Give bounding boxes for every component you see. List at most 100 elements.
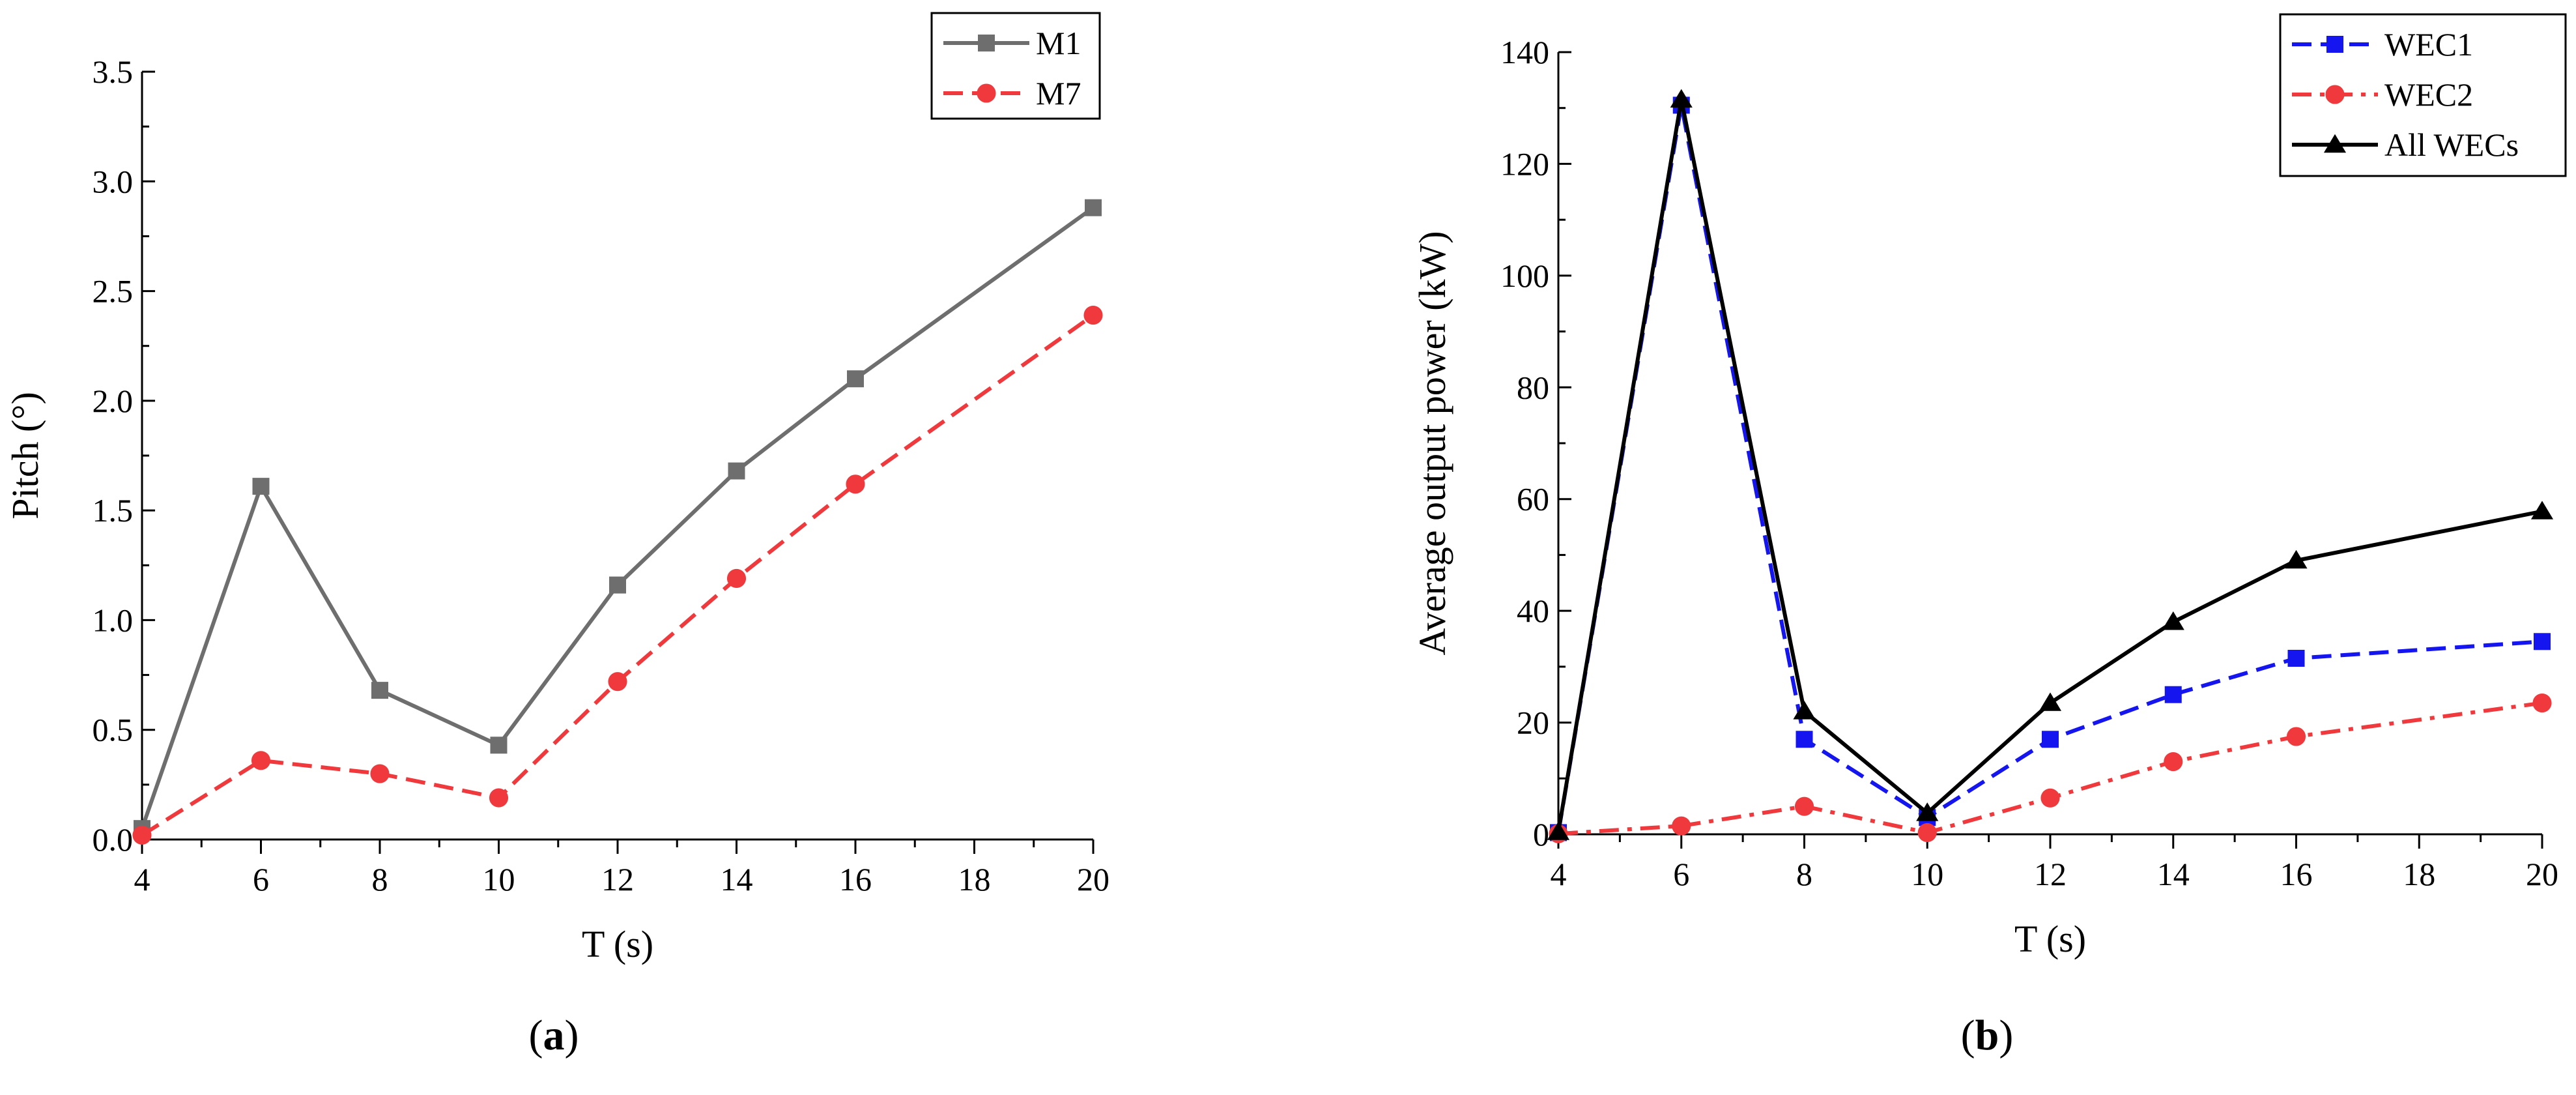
data-point: [2285, 549, 2308, 569]
data-point: [252, 478, 270, 495]
x-tick-label: 4: [1551, 856, 1567, 892]
chart-panel-a: 4 6 8 10 12 14 16 18 20 0.0 0.5 1.0 1.5 2.0 2.5 3.0 3.5 T…: [4, 12, 1109, 1059]
panel-label-open: (: [529, 1012, 543, 1059]
data-point: [1547, 821, 1570, 840]
data-point: [609, 576, 626, 594]
series-line: [141, 314, 1095, 837]
data-point: [726, 568, 747, 589]
data-point: [371, 682, 388, 699]
data-point: [728, 462, 745, 480]
data-point: [2040, 788, 2060, 808]
x-tick-label: 8: [1796, 856, 1812, 892]
x-tick-label: 10: [483, 861, 515, 898]
x-tick-label: 8: [372, 861, 388, 898]
panel-label: (a): [529, 1012, 579, 1059]
y-tick-label: 100: [1500, 257, 1549, 294]
y-tick-label: 20: [1517, 705, 1549, 741]
y-tick-label: 120: [1500, 145, 1549, 182]
data-point: [2164, 686, 2182, 703]
data-point: [251, 751, 271, 770]
x-tick-label: 10: [1911, 856, 1943, 892]
legend: WEC1 WEC2 All WECs: [2279, 13, 2567, 177]
data-point: [2286, 727, 2306, 746]
data-point: [490, 737, 508, 754]
series-line: [1556, 97, 2543, 833]
data-point: [1794, 796, 1814, 816]
y-tick-label: 140: [1500, 34, 1549, 70]
data-point: [2039, 692, 2062, 711]
y-axis-label: Average output power (kW): [1411, 231, 1453, 655]
x-tick-label: 12: [2034, 856, 2067, 892]
series-m7: [132, 306, 1103, 845]
y-tick-label: 0.0: [93, 821, 134, 858]
data-point: [1793, 701, 1816, 720]
data-point: [1085, 199, 1102, 216]
legend-marker: [977, 83, 996, 103]
series-line: [140, 206, 1095, 830]
x-tick-label: 6: [1673, 856, 1689, 892]
data-point: [2530, 501, 2554, 519]
data-point: [2164, 752, 2183, 772]
y-tick-label: 3.0: [93, 163, 134, 199]
panel-label-letter: a: [543, 1012, 565, 1059]
x-tick-label: 16: [839, 861, 872, 898]
data-point: [608, 672, 627, 692]
legend-marker: [2326, 36, 2343, 53]
y-tick-label: 0.5: [93, 712, 134, 748]
legend-box: [930, 12, 1101, 120]
data-point: [847, 370, 864, 388]
panel-label-open: (: [1961, 1012, 1975, 1059]
x-tick-label: 14: [2157, 856, 2190, 892]
x-tick-label: 18: [958, 861, 991, 898]
data-point: [370, 764, 390, 783]
y-tick-label: 40: [1517, 592, 1549, 629]
legend-label: All WECs: [2384, 126, 2519, 163]
y-tick-label: 60: [1517, 481, 1549, 518]
legend-marker: [2323, 134, 2347, 153]
y-tick-label: 1.5: [93, 492, 134, 529]
legend-label: M1: [1036, 25, 1081, 61]
data-point: [1796, 731, 1813, 748]
x-axis-label: T (s): [582, 923, 653, 965]
panel-label-close: ): [565, 1012, 579, 1059]
data-point: [1672, 816, 1691, 836]
y-axis-label: Pitch (°): [4, 392, 46, 519]
data-point: [132, 825, 152, 845]
y-tick-label: 0: [1533, 816, 1549, 853]
x-tick-label: 18: [2403, 856, 2435, 892]
data-point: [1670, 89, 1693, 108]
x-tick-label: 14: [721, 861, 753, 898]
data-point: [2162, 611, 2184, 630]
chart-panel-b: 4 6 8 10 12 14 16 18 20 0 20 40 60 80 100 120 140 T (s) Av…: [1411, 13, 2567, 1059]
data-point: [1916, 802, 1939, 821]
y-tick-label: 2.5: [93, 273, 134, 310]
series-wec2: [1549, 694, 2552, 843]
x-tick-label: 20: [2526, 856, 2558, 892]
data-point: [1083, 306, 1103, 325]
x-tick-label: 6: [253, 861, 269, 898]
data-point: [489, 788, 509, 808]
y-tick-label: 80: [1517, 369, 1549, 405]
legend-marker: [978, 35, 995, 51]
x-tick-label: 4: [134, 861, 150, 898]
data-point: [2532, 694, 2552, 713]
legend-label: WEC2: [2384, 76, 2473, 113]
y-tick-label: 3.5: [93, 53, 134, 90]
x-axis-label: T (s): [2014, 918, 2086, 960]
data-point: [846, 474, 865, 494]
series-line: [1558, 701, 2543, 836]
y-tick-label: 1.0: [93, 602, 134, 638]
data-point: [1917, 823, 1937, 842]
panel-label: (b): [1961, 1012, 2014, 1059]
data-point: [2042, 731, 2059, 748]
y-tick-label: 2.0: [93, 383, 134, 419]
legend-label: M7: [1036, 75, 1081, 111]
series-all-wecs: [1547, 89, 2554, 840]
data-point: [2287, 650, 2305, 667]
data-point: [2534, 633, 2551, 650]
panel-label-close: ): [1999, 1012, 2013, 1059]
series-m1: [134, 199, 1102, 838]
legend-label: WEC1: [2384, 26, 2473, 63]
